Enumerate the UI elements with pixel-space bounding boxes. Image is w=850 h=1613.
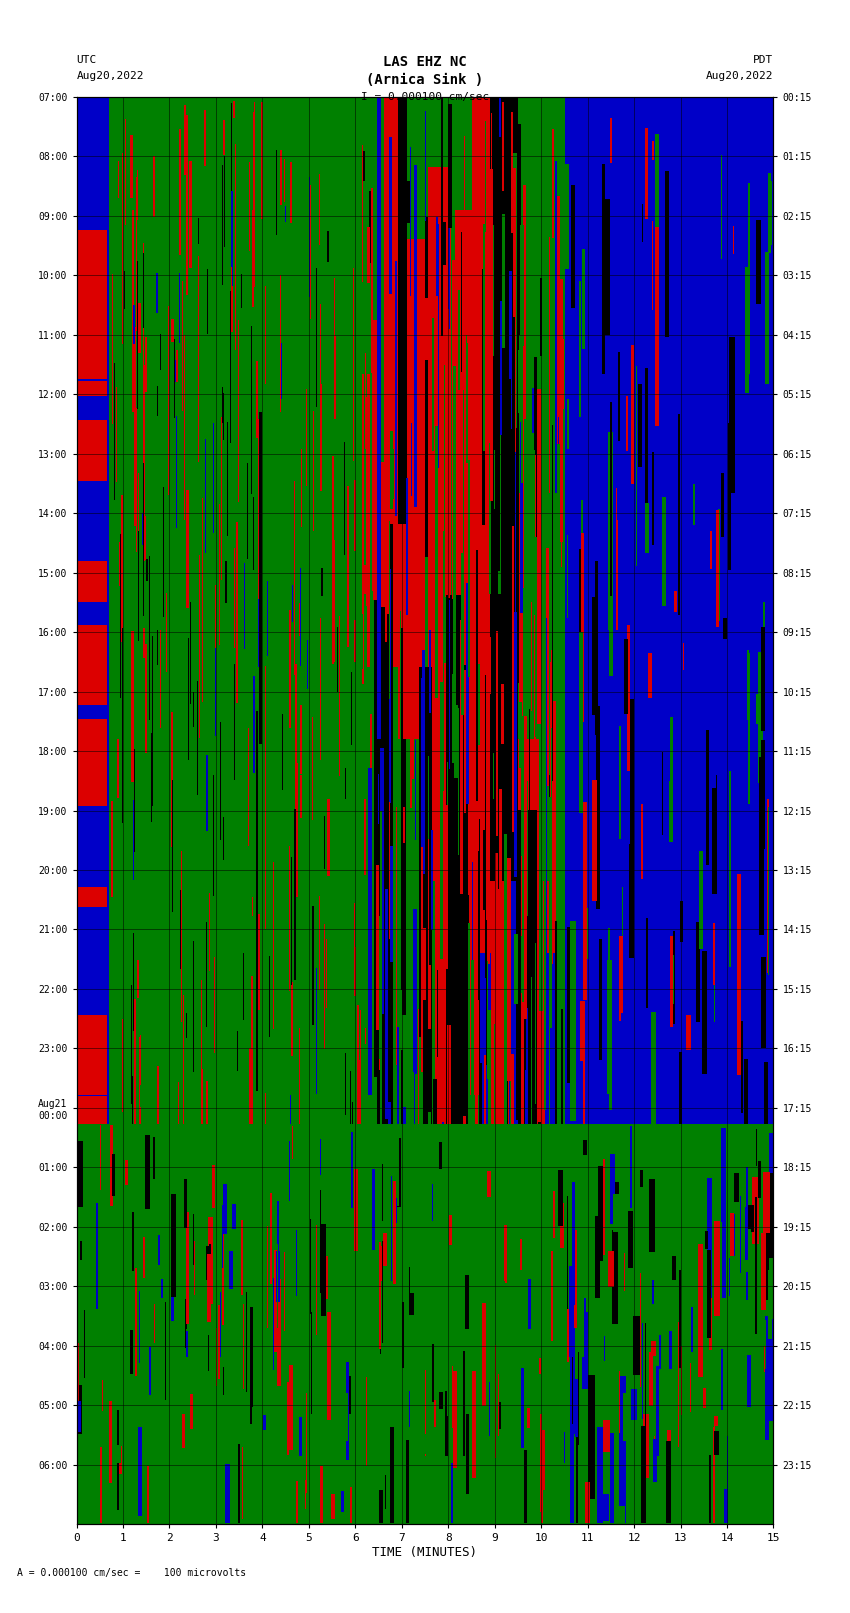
Text: Aug20,2022: Aug20,2022	[76, 71, 144, 81]
Text: Aug20,2022: Aug20,2022	[706, 71, 774, 81]
Text: (Arnica Sink ): (Arnica Sink )	[366, 73, 484, 87]
Text: LAS EHZ NC: LAS EHZ NC	[383, 55, 467, 69]
X-axis label: TIME (MINUTES): TIME (MINUTES)	[372, 1547, 478, 1560]
Text: A = 0.000100 cm/sec =    100 microvolts: A = 0.000100 cm/sec = 100 microvolts	[17, 1568, 246, 1578]
Text: I = 0.000100 cm/sec: I = 0.000100 cm/sec	[361, 92, 489, 102]
Text: PDT: PDT	[753, 55, 774, 65]
Text: UTC: UTC	[76, 55, 97, 65]
